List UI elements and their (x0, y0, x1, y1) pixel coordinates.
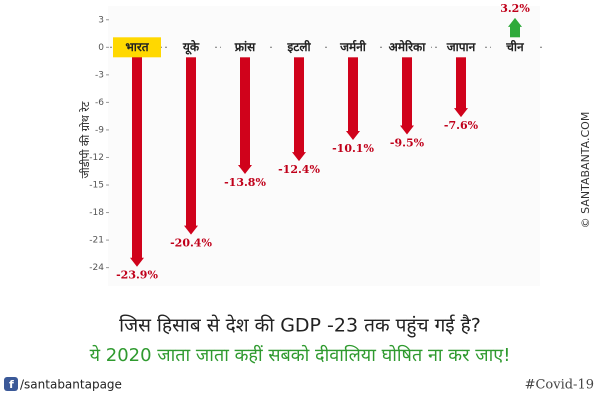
value-label: -9.5% (390, 137, 425, 150)
label-box (329, 37, 377, 58)
plot: 3 0 -3 -6 -9 -12 -15 -18 -21 -24 -23.9% -20.4% -13.8… (89, 2, 542, 282)
watermark: © SANTABANTA.COM (579, 112, 592, 229)
y-tick-label: -15 (89, 181, 104, 191)
y-tick-label: -3 (95, 70, 104, 80)
label-box (221, 37, 269, 58)
caption-line-2: ये 2020 जाता जाता कहीं सबको दीवालिया घोष… (90, 344, 511, 366)
category-label: अमेरिका (389, 40, 427, 54)
category-label: चीन (505, 40, 525, 54)
value-label: 3.2% (500, 2, 530, 15)
highlight-box (113, 37, 161, 58)
value-label: -20.4% (170, 237, 212, 250)
facebook-icon (4, 377, 18, 391)
social-handle: /santabantapage (20, 378, 122, 392)
caption-line-1: जिस हिसाब से देश की GDP -23 तक पहुंच गई … (119, 314, 481, 339)
value-label: -13.8% (224, 176, 266, 189)
bar-arrow (184, 47, 198, 235)
category-label: फ्रांस (234, 40, 256, 54)
y-tick-label: -24 (89, 263, 104, 273)
category-label: इटली (286, 40, 311, 54)
label-box (167, 37, 215, 58)
y-tick-label: -18 (89, 208, 104, 218)
label-box (383, 37, 431, 58)
hashtag: #Covid-19 (525, 378, 594, 393)
bar-arrow (454, 47, 468, 118)
y-tick-label: -21 (89, 236, 104, 246)
category-label: भारत (125, 40, 149, 54)
bar-arrow (400, 47, 414, 135)
y-tick-label: -12 (89, 153, 104, 163)
y-tick-label: -9 (95, 125, 104, 135)
category-label: जर्मनी (339, 40, 367, 54)
bar-arrow (346, 47, 360, 141)
label-box (437, 37, 485, 58)
bar-arrow (238, 47, 252, 174)
label-box (275, 37, 323, 58)
category-label: जापान (446, 40, 477, 54)
bar-arrow (130, 47, 144, 267)
label-box (491, 37, 539, 58)
y-axis-label: जीडीपी की ग्रोथ रेट (79, 101, 92, 178)
y-tick-label: -6 (95, 98, 104, 108)
value-label: -12.4% (278, 163, 320, 176)
category-label: यूके (182, 40, 200, 55)
value-label: -7.6% (444, 119, 479, 132)
value-label: -23.9% (116, 269, 158, 282)
value-label: -10.1% (332, 142, 374, 155)
bar-arrow (292, 47, 306, 162)
facebook-f: f (9, 378, 14, 391)
y-tick-label: 0 (98, 43, 104, 53)
y-tick-label: 3 (98, 15, 104, 25)
